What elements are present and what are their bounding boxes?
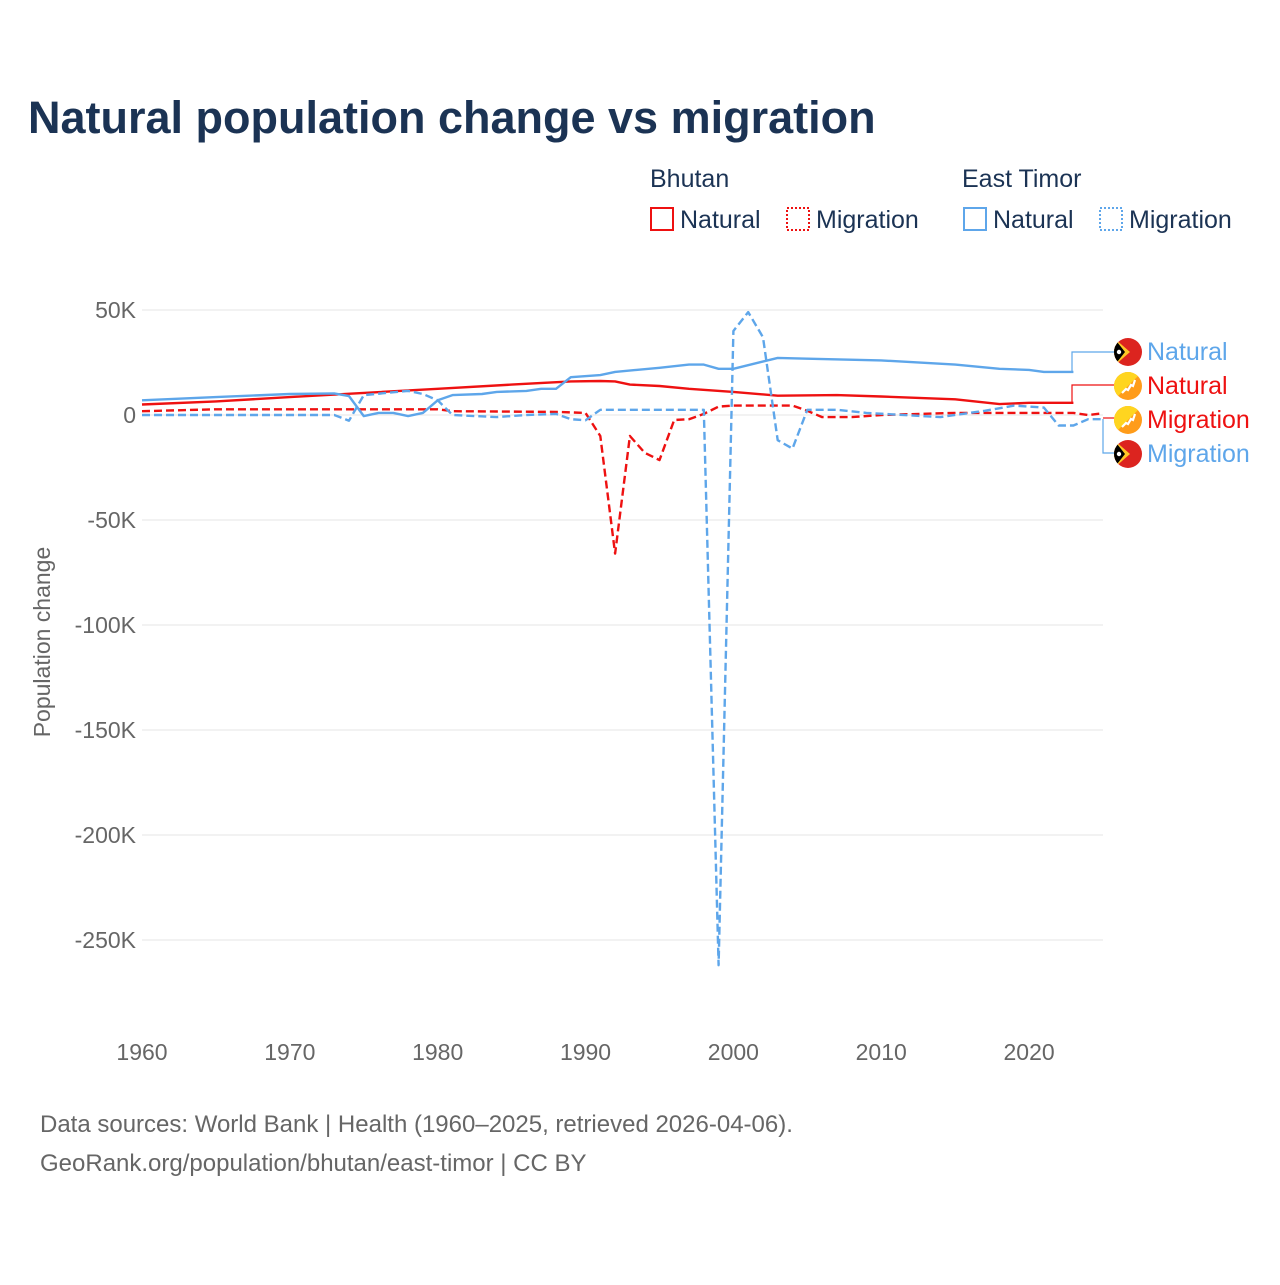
end-labels: Natural Natural Migration Migration <box>1071 338 1250 468</box>
legend-group-bhutan: Bhutan <box>650 165 729 193</box>
series-line-bhutan-natural[interactable] <box>141 379 1074 406</box>
x-tick-label: 1960 <box>116 1039 167 1065</box>
legend-item-bhutan-natural[interactable]: Natural <box>680 206 761 234</box>
series-line-bhutan-migration[interactable] <box>141 404 1104 555</box>
legend-swatch-east-timor-natural <box>963 207 987 231</box>
grid <box>142 309 1103 941</box>
y-tick-label: 0 <box>123 402 136 428</box>
x-tick-label: 2010 <box>856 1039 907 1065</box>
y-tick-label: 50K <box>95 297 137 323</box>
y-tick-label: -200K <box>75 822 137 848</box>
legend-swatch-bhutan-natural <box>650 207 674 231</box>
legend-item-east-timor-migration[interactable]: Migration <box>1129 206 1232 234</box>
legend-item-east-timor-natural[interactable]: Natural <box>993 206 1074 234</box>
x-tick-label: 2000 <box>708 1039 759 1065</box>
series-line-east-timor-migration[interactable] <box>142 310 1103 967</box>
x-tick-label: 1980 <box>412 1039 463 1065</box>
legend-item-bhutan-migration[interactable]: Migration <box>816 206 919 234</box>
x-tick-label: 2020 <box>1003 1039 1054 1065</box>
legend-swatch-bhutan-migration <box>786 207 810 231</box>
y-axis: 50K 0 -50K -100K -150K -200K -250K <box>75 297 137 953</box>
x-tick-label: 1990 <box>560 1039 611 1065</box>
east-timor-flag-icon <box>1114 338 1142 366</box>
connector-east-timor-migration <box>1102 419 1114 454</box>
y-tick-label: -150K <box>75 717 137 743</box>
bhutan-flag-icon <box>1114 406 1142 434</box>
x-axis: 1960 1970 1980 1990 2000 2010 2020 <box>116 1039 1054 1065</box>
y-tick-label: -250K <box>75 927 137 953</box>
end-label-east-timor-natural: Natural <box>1147 338 1228 366</box>
legend: Bhutan Natural Migration East Timor Natu… <box>650 165 1232 234</box>
page-title: Natural population change vs migration <box>28 92 876 143</box>
legend-swatch-east-timor-migration <box>1099 207 1123 231</box>
connector-east-timor-natural <box>1071 351 1114 372</box>
series-lines <box>141 310 1104 967</box>
end-label-bhutan-natural: Natural <box>1147 372 1228 400</box>
legend-group-east-timor: East Timor <box>962 165 1081 193</box>
footer-link[interactable]: GeoRank.org/population/bhutan/east-timor… <box>40 1150 587 1177</box>
connector-bhutan-natural <box>1071 384 1114 404</box>
bhutan-flag-icon <box>1114 372 1142 400</box>
footer-sources: Data sources: World Bank | Health (1960–… <box>40 1111 793 1138</box>
y-axis-label: Population change <box>29 547 55 738</box>
y-tick-label: -100K <box>75 612 137 638</box>
series-line-east-timor-natural[interactable] <box>141 356 1074 418</box>
end-label-bhutan-migration: Migration <box>1147 406 1250 434</box>
east-timor-flag-icon <box>1114 440 1142 468</box>
y-tick-label: -50K <box>87 507 136 533</box>
end-label-east-timor-migration: Migration <box>1147 440 1250 468</box>
x-tick-label: 1970 <box>264 1039 315 1065</box>
